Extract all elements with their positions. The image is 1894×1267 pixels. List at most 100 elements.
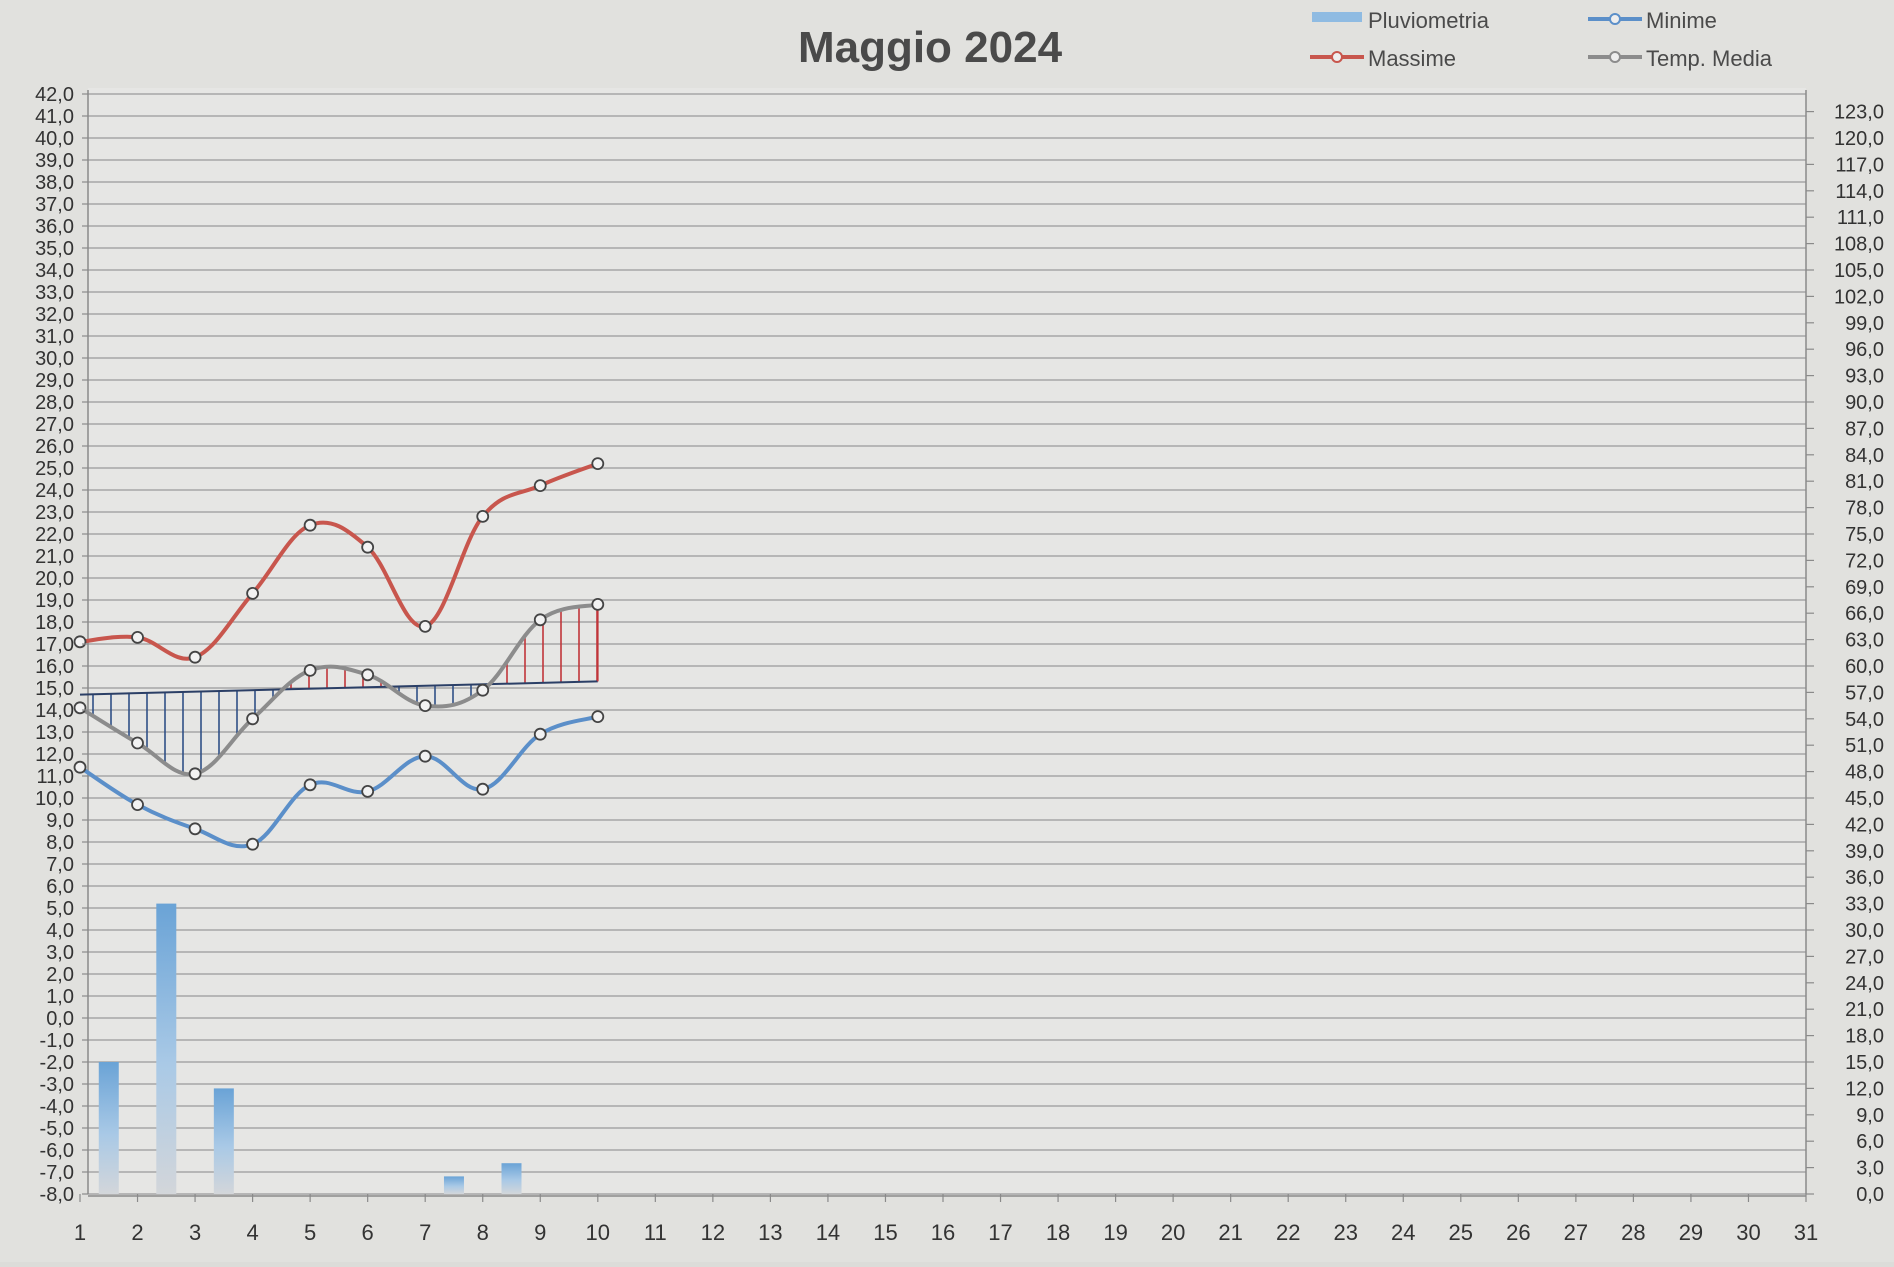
left-tick-label: 32,0	[35, 304, 74, 326]
left-tick-label: 36,0	[35, 216, 74, 238]
left-tick-label: 22,0	[35, 524, 74, 546]
x-tick-label: 7	[419, 1220, 431, 1245]
left-tick-label: 0,0	[46, 1008, 74, 1030]
legend-item-pluviometria: Pluviometria	[1312, 8, 1490, 33]
left-tick-label: -3,0	[40, 1074, 74, 1096]
right-tick-label: 102,0	[1834, 286, 1884, 308]
point-temp-media	[361, 668, 375, 682]
left-tick-label: 25,0	[35, 458, 74, 480]
left-tick-label: 35,0	[35, 238, 74, 260]
right-tick-label: 24,0	[1845, 973, 1884, 995]
left-tick-label: 13,0	[35, 722, 74, 744]
point-massime	[591, 457, 605, 471]
point-massime	[246, 587, 260, 600]
right-tick-label: 123,0	[1834, 102, 1884, 124]
precipitation-bar	[98, 1062, 119, 1194]
left-tick-label: -7,0	[40, 1162, 74, 1184]
left-tick-label: 3,0	[46, 942, 74, 964]
point-temp-media	[131, 736, 144, 750]
right-tick-label: 108,0	[1834, 234, 1884, 256]
left-tick-label: 6,0	[46, 876, 74, 898]
left-tick-label: 4,0	[46, 920, 74, 942]
left-tick-label: 1,0	[46, 986, 74, 1008]
right-tick-label: 72,0	[1845, 550, 1884, 572]
right-tick-label: 42,0	[1845, 814, 1884, 836]
series-line-temp-media	[78, 602, 600, 777]
left-tick-label: 37,0	[35, 194, 74, 216]
point-minime	[73, 760, 87, 774]
left-tick-label: 19,0	[35, 590, 74, 612]
point-massime	[131, 631, 144, 644]
x-tick-label: 14	[816, 1220, 840, 1245]
legend-item-temp-media: Temp. Media	[1588, 46, 1773, 71]
x-tick-label: 16	[931, 1220, 955, 1245]
legend-item-massime: Massime	[1310, 46, 1456, 71]
left-tick-label: 28,0	[35, 392, 74, 414]
left-tick-label: 21,0	[35, 546, 74, 568]
reference-line	[79, 680, 598, 696]
left-tick-label: 29,0	[35, 370, 74, 392]
left-tick-label: -6,0	[40, 1140, 74, 1162]
precipitation-bar	[501, 1163, 522, 1194]
left-tick-label: 7,0	[46, 854, 74, 876]
x-tick-label: 4	[246, 1220, 258, 1245]
x-tick-label: 6	[362, 1220, 374, 1245]
right-tick-label: 48,0	[1845, 762, 1884, 784]
left-tick-label: 27,0	[35, 414, 74, 436]
x-tick-label: 23	[1333, 1220, 1357, 1245]
right-tick-label: 87,0	[1845, 418, 1884, 440]
right-tick-label: 105,0	[1834, 260, 1884, 282]
right-tick-label: 90,0	[1845, 392, 1884, 414]
right-tick-label: 78,0	[1845, 498, 1884, 520]
right-tick-label: 45,0	[1845, 788, 1884, 810]
left-tick-label: 18,0	[35, 612, 74, 634]
precipitation-bar	[156, 903, 177, 1194]
point-massime	[303, 518, 317, 532]
left-tick-label: 40,0	[35, 128, 74, 150]
left-tick-label: 34,0	[35, 260, 74, 282]
left-tick-label: 42,0	[35, 84, 74, 106]
point-massime	[476, 510, 490, 523]
x-tick-label: 21	[1218, 1220, 1242, 1245]
point-minime	[591, 710, 605, 723]
left-tick-label: 10,0	[35, 788, 74, 810]
right-tick-label: 18,0	[1845, 1026, 1884, 1048]
left-tick-label: 2,0	[46, 964, 74, 986]
x-tick-label: 11	[644, 1220, 667, 1245]
left-tick-label: 9,0	[46, 810, 74, 832]
x-tick-label: 28	[1621, 1220, 1645, 1245]
right-tick-label: 0,0	[1856, 1184, 1884, 1206]
point-massime	[418, 620, 432, 633]
point-minime	[188, 822, 202, 836]
x-tick-label: 15	[873, 1220, 897, 1245]
right-tick-label: 27,0	[1845, 946, 1884, 968]
right-tick-label: 84,0	[1845, 445, 1884, 467]
right-tick-label: 114,0	[1835, 181, 1884, 203]
x-tick-label: 24	[1391, 1220, 1415, 1245]
below-average-hatching	[80, 681, 598, 775]
point-temp-media	[303, 664, 317, 677]
left-tick-label: 16,0	[35, 656, 74, 678]
right-tick-label: 9,0	[1856, 1105, 1884, 1127]
right-tick-label: 99,0	[1845, 313, 1884, 335]
left-tick-label: 15,0	[35, 678, 74, 700]
x-tick-label: 22	[1276, 1220, 1300, 1245]
left-tick-label: 26,0	[35, 436, 74, 458]
point-temp-media	[533, 613, 547, 627]
x-tick-label: 30	[1736, 1220, 1760, 1245]
x-tick-label: 31	[1794, 1220, 1818, 1245]
point-massime	[73, 635, 87, 649]
x-tick-label: 1	[74, 1220, 86, 1245]
left-tick-label: 14,0	[35, 700, 74, 722]
legend-swatch-pluviometria	[1312, 12, 1362, 22]
right-tick-label: 81,0	[1845, 471, 1884, 493]
legend-label-massime: Massime	[1368, 46, 1456, 71]
x-tick-label: 26	[1506, 1220, 1530, 1245]
left-tick-label: 12,0	[35, 744, 74, 766]
point-minime	[418, 749, 432, 763]
left-tick-label: 20,0	[35, 568, 74, 590]
left-tick-label: 24,0	[35, 480, 74, 502]
left-tick-label: 30,0	[35, 348, 74, 370]
x-tick-label: 2	[131, 1220, 143, 1245]
